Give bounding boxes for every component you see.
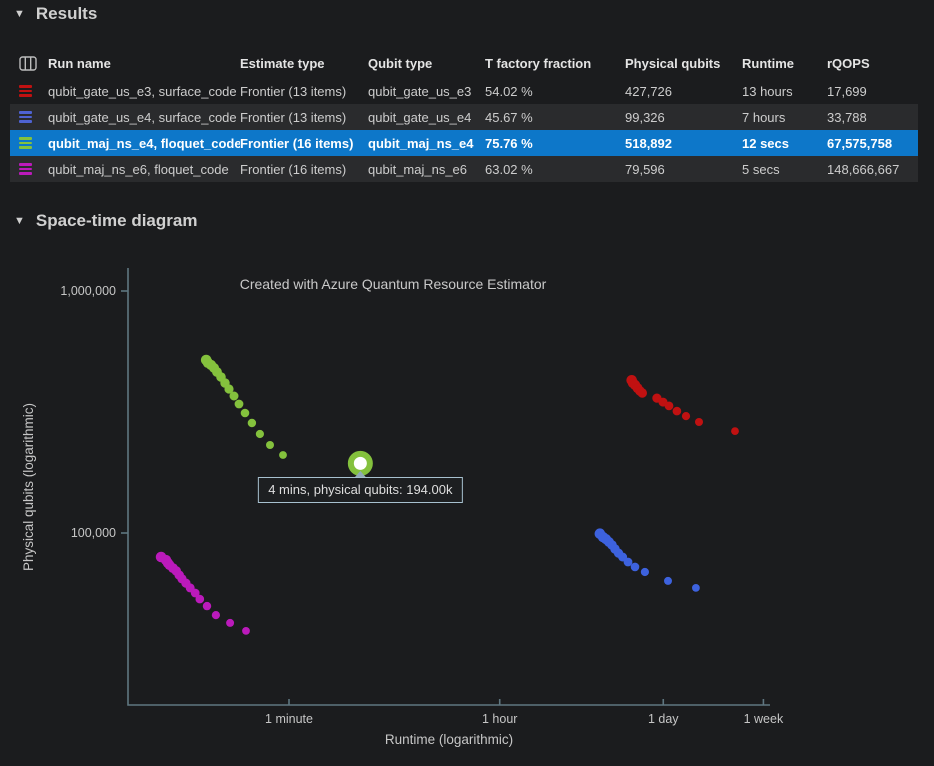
series-color-icon [10,137,48,149]
t-factory-fraction-cell: 75.76 % [485,135,533,151]
estimate-type-cell: Frontier (16 items) [240,135,354,151]
data-point[interactable] [195,594,205,604]
estimate-type-cell: Frontier (13 items) [240,109,347,125]
results-table: Run name Estimate type Qubit type T factory… [10,52,918,182]
qubit-type-cell: qubit_maj_ns_e4 [368,135,474,151]
t-factory-fraction-cell: 54.02 % [485,83,533,99]
table-header-row: Run name Estimate type Qubit type T factory… [10,52,918,74]
data-point[interactable] [226,618,235,627]
column-header-runtime: Runtime [742,55,794,71]
t-factory-fraction-cell: 63.02 % [485,161,533,177]
data-point[interactable] [247,418,257,428]
column-header-t-factory-fraction: T factory fraction [485,55,592,71]
table-body: qubit_gate_us_e3, surface_code Frontier (… [10,78,918,182]
collapse-icon: ▼ [14,8,25,20]
run-name-cell: qubit_gate_us_e3, surface_code [48,83,237,99]
data-point[interactable] [692,584,700,592]
data-point[interactable] [229,391,239,401]
highlighted-data-point[interactable] [347,450,373,476]
data-point[interactable] [664,576,672,585]
space-time-section-header[interactable]: ▼ Space-time diagram [14,211,197,231]
runtime-cell: 13 hours [742,83,793,99]
column-header-rqops: rQOPS [827,55,870,71]
x-tick-label: 1 day [648,712,679,726]
y-axis-label: Physical qubits (logarithmic) [21,403,36,571]
data-point[interactable] [242,627,250,635]
chart-axes [127,268,770,706]
table-row[interactable]: qubit_maj_ns_e6, floquet_code Frontier (1… [10,156,918,182]
column-header-estimate-type: Estimate type [240,55,325,71]
data-point[interactable] [630,562,640,572]
series-color-icon [10,163,48,175]
qubit-type-cell: qubit_gate_us_e4 [368,109,472,125]
physical-qubits-cell: 518,892 [625,135,672,151]
estimate-type-cell: Frontier (16 items) [240,161,347,177]
data-point[interactable] [681,412,691,421]
qubit-type-cell: qubit_maj_ns_e6 [368,161,468,177]
data-point[interactable] [695,418,703,426]
physical-qubits-cell: 99,326 [625,109,665,125]
table-row[interactable]: qubit_maj_ns_e4, floquet_code Frontier (1… [10,130,918,156]
data-point[interactable] [240,408,250,418]
data-point[interactable] [255,429,264,439]
data-point[interactable] [623,557,633,567]
space-time-section-title: Space-time diagram [35,211,198,230]
data-point[interactable] [224,384,234,394]
rqops-cell: 67,575,758 [827,135,893,151]
qubit-type-cell: qubit_gate_us_e3 [368,83,472,99]
data-point[interactable] [266,441,274,449]
rqops-cell: 33,788 [827,109,867,125]
column-header-qubit-type: Qubit type [368,55,433,71]
x-tick-label: 1 week [744,712,784,726]
data-point[interactable] [202,601,212,611]
rqops-cell: 17,699 [827,83,867,99]
data-point[interactable] [234,399,244,409]
collapse-icon: ▼ [14,215,25,227]
data-point[interactable] [279,451,287,459]
run-name-cell: qubit_maj_ns_e4, floquet_code [48,135,240,151]
runtime-cell: 5 secs [742,161,780,177]
data-point[interactable] [637,388,647,398]
data-point[interactable] [640,567,650,577]
x-tick-label: 1 minute [265,712,313,726]
chart-tooltip: 4 mins, physical qubits: 194.00k [258,477,463,504]
data-point[interactable] [211,611,220,620]
physical-qubits-cell: 427,726 [625,83,672,99]
series-color-icon [10,111,48,123]
table-columns-icon[interactable] [10,55,48,71]
table-row[interactable]: qubit_gate_us_e4, surface_code Frontier (… [10,104,918,130]
run-name-cell: qubit_gate_us_e4, surface_code [48,109,237,125]
tooltip-caret [353,470,367,479]
column-header-run-name: Run name [48,55,111,71]
data-point[interactable] [672,406,682,416]
x-tick-label: 1 hour [482,712,517,726]
table-row[interactable]: qubit_gate_us_e3, surface_code Frontier (… [10,78,918,104]
t-factory-fraction-cell: 45.67 % [485,109,533,125]
series-color-icon [10,85,48,97]
run-name-cell: qubit_maj_ns_e6, floquet_code [48,161,229,177]
column-header-physical-qubits: Physical qubits [625,55,721,71]
y-tick-label: 1,000,000 [60,284,116,298]
data-point[interactable] [190,588,200,598]
results-section-header[interactable]: ▼ Results [14,4,97,24]
estimate-type-cell: Frontier (13 items) [240,83,347,99]
x-axis-label: Runtime (logarithmic) [385,732,513,747]
runtime-cell: 12 secs [742,135,789,151]
chart-title: Created with Azure Quantum Resource Esti… [240,276,547,292]
rqops-cell: 148,666,667 [827,161,900,177]
y-tick-label: 100,000 [71,526,116,540]
data-point[interactable] [731,427,739,435]
results-section-title: Results [35,4,98,23]
runtime-cell: 7 hours [742,109,786,125]
data-point[interactable] [664,401,674,411]
physical-qubits-cell: 79,596 [625,161,665,177]
